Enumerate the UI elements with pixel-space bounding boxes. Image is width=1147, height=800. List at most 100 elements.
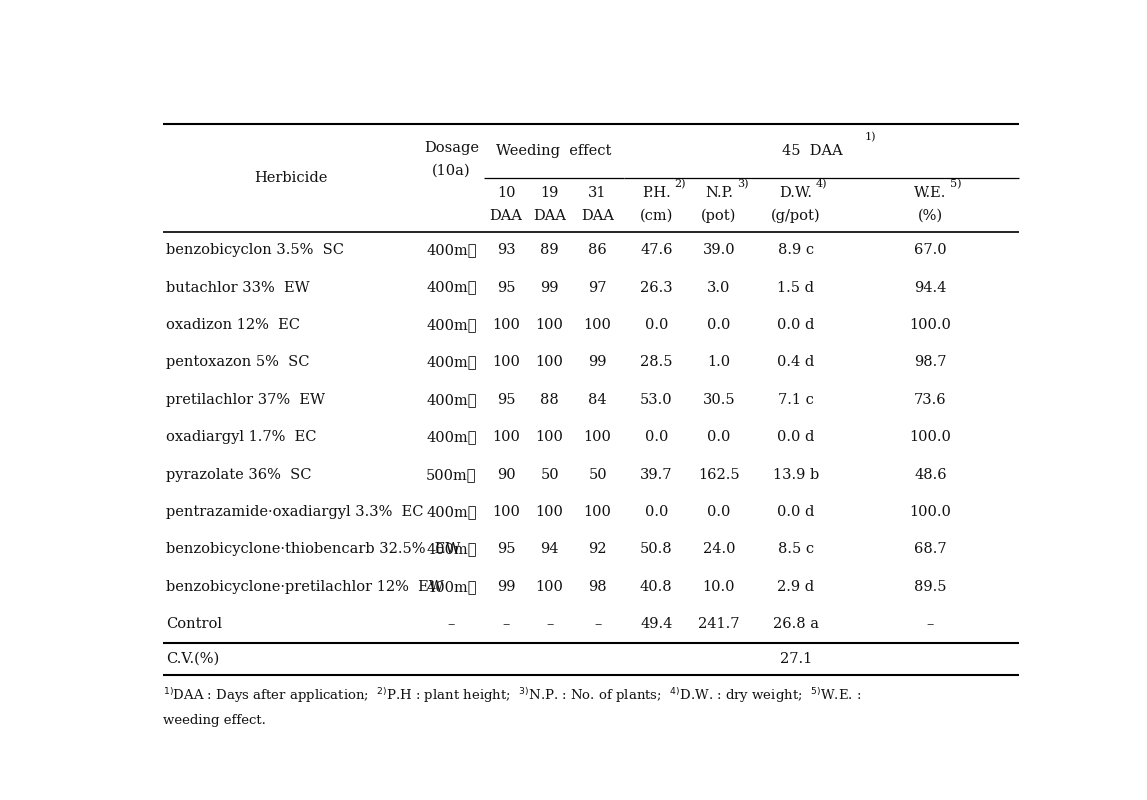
Text: D.W.: D.W. <box>779 186 812 201</box>
Text: 8.5 c: 8.5 c <box>778 542 814 557</box>
Text: 10.0: 10.0 <box>703 580 735 594</box>
Text: 4): 4) <box>816 178 827 189</box>
Text: 100: 100 <box>536 355 563 370</box>
Text: 95: 95 <box>497 542 515 557</box>
Text: 0.0 d: 0.0 d <box>778 318 814 332</box>
Text: 89.5: 89.5 <box>914 580 946 594</box>
Text: 45  DAA: 45 DAA <box>782 144 843 158</box>
Text: 0.0: 0.0 <box>645 318 668 332</box>
Text: 10: 10 <box>497 186 515 201</box>
Text: 94.4: 94.4 <box>914 281 946 294</box>
Text: 53.0: 53.0 <box>640 393 672 407</box>
Text: 400mℓ: 400mℓ <box>427 430 477 444</box>
Text: $^{1)}$DAA : Days after application;  $^{2)}$P.H : plant height;  $^{3)}$N.P. : : $^{1)}$DAA : Days after application; $^{… <box>163 686 861 705</box>
Text: 0.0: 0.0 <box>708 318 731 332</box>
Text: W.E.: W.E. <box>914 186 946 201</box>
Text: 100: 100 <box>584 318 611 332</box>
Text: 27.1: 27.1 <box>780 652 812 666</box>
Text: 92: 92 <box>588 542 607 557</box>
Text: 400mℓ: 400mℓ <box>427 318 477 332</box>
Text: 500mℓ: 500mℓ <box>427 468 477 482</box>
Text: (g/pot): (g/pot) <box>771 209 820 223</box>
Text: 0.0 d: 0.0 d <box>778 430 814 444</box>
Text: 24.0: 24.0 <box>703 542 735 557</box>
Text: –: – <box>927 618 934 631</box>
Text: 39.7: 39.7 <box>640 468 672 482</box>
Text: 1): 1) <box>865 132 876 142</box>
Text: butachlor 33%  EW: butachlor 33% EW <box>166 281 310 294</box>
Text: 400mℓ: 400mℓ <box>427 281 477 294</box>
Text: 2.9 d: 2.9 d <box>778 580 814 594</box>
Text: Weeding  effect: Weeding effect <box>497 144 611 158</box>
Text: 162.5: 162.5 <box>699 468 740 482</box>
Text: 90: 90 <box>497 468 515 482</box>
Text: 100: 100 <box>492 430 520 444</box>
Text: benzobicyclone·thiobencarb 32.5%  EW: benzobicyclone·thiobencarb 32.5% EW <box>166 542 461 557</box>
Text: 94: 94 <box>540 542 559 557</box>
Text: 241.7: 241.7 <box>699 618 740 631</box>
Text: 100: 100 <box>536 430 563 444</box>
Text: 100: 100 <box>536 580 563 594</box>
Text: 100: 100 <box>584 430 611 444</box>
Text: 99: 99 <box>540 281 559 294</box>
Text: –: – <box>447 618 455 631</box>
Text: 0.0: 0.0 <box>645 430 668 444</box>
Text: 99: 99 <box>588 355 607 370</box>
Text: 26.3: 26.3 <box>640 281 672 294</box>
Text: 100: 100 <box>492 355 520 370</box>
Text: 97: 97 <box>588 281 607 294</box>
Text: 67.0: 67.0 <box>914 243 946 258</box>
Text: 95: 95 <box>497 281 515 294</box>
Text: 88: 88 <box>540 393 559 407</box>
Text: 98.7: 98.7 <box>914 355 946 370</box>
Text: 99: 99 <box>497 580 515 594</box>
Text: 100: 100 <box>536 505 563 519</box>
Text: 50: 50 <box>588 468 607 482</box>
Text: –: – <box>502 618 509 631</box>
Text: N.P.: N.P. <box>705 186 733 201</box>
Text: 100: 100 <box>584 505 611 519</box>
Text: 50.8: 50.8 <box>640 542 672 557</box>
Text: DAA: DAA <box>582 209 614 222</box>
Text: pentrazamide·oxadiargyl 3.3%  EC: pentrazamide·oxadiargyl 3.3% EC <box>166 505 424 519</box>
Text: 3): 3) <box>736 178 748 189</box>
Text: 26.8 a: 26.8 a <box>773 618 819 631</box>
Text: 31: 31 <box>588 186 607 201</box>
Text: 73.6: 73.6 <box>914 393 946 407</box>
Text: 0.0: 0.0 <box>708 505 731 519</box>
Text: 0.0 d: 0.0 d <box>778 505 814 519</box>
Text: C.V.(%): C.V.(%) <box>166 652 220 666</box>
Text: 100.0: 100.0 <box>910 505 952 519</box>
Text: 100.0: 100.0 <box>910 318 952 332</box>
Text: Dosage: Dosage <box>424 141 479 154</box>
Text: 100.0: 100.0 <box>910 430 952 444</box>
Text: oxadiargyl 1.7%  EC: oxadiargyl 1.7% EC <box>166 430 317 444</box>
Text: 19: 19 <box>540 186 559 201</box>
Text: 40.8: 40.8 <box>640 580 672 594</box>
Text: 84: 84 <box>588 393 607 407</box>
Text: 5): 5) <box>950 178 961 189</box>
Text: P.H.: P.H. <box>642 186 671 201</box>
Text: 49.4: 49.4 <box>640 618 672 631</box>
Text: 93: 93 <box>497 243 515 258</box>
Text: 1.5 d: 1.5 d <box>778 281 814 294</box>
Text: 0.0: 0.0 <box>708 430 731 444</box>
Text: –: – <box>546 618 553 631</box>
Text: 400mℓ: 400mℓ <box>427 243 477 258</box>
Text: (10a): (10a) <box>432 163 470 178</box>
Text: 0.0: 0.0 <box>645 505 668 519</box>
Text: benzobicyclone·pretilachlor 12%  EW: benzobicyclone·pretilachlor 12% EW <box>166 580 444 594</box>
Text: Herbicide: Herbicide <box>255 170 328 185</box>
Text: 400mℓ: 400mℓ <box>427 355 477 370</box>
Text: 47.6: 47.6 <box>640 243 672 258</box>
Text: 100: 100 <box>536 318 563 332</box>
Text: 48.6: 48.6 <box>914 468 946 482</box>
Text: 400mℓ: 400mℓ <box>427 393 477 407</box>
Text: 8.9 c: 8.9 c <box>778 243 814 258</box>
Text: (cm): (cm) <box>640 209 673 222</box>
Text: 86: 86 <box>588 243 607 258</box>
Text: oxadizon 12%  EC: oxadizon 12% EC <box>166 318 301 332</box>
Text: 28.5: 28.5 <box>640 355 672 370</box>
Text: DAA: DAA <box>490 209 523 222</box>
Text: (%): (%) <box>918 209 943 222</box>
